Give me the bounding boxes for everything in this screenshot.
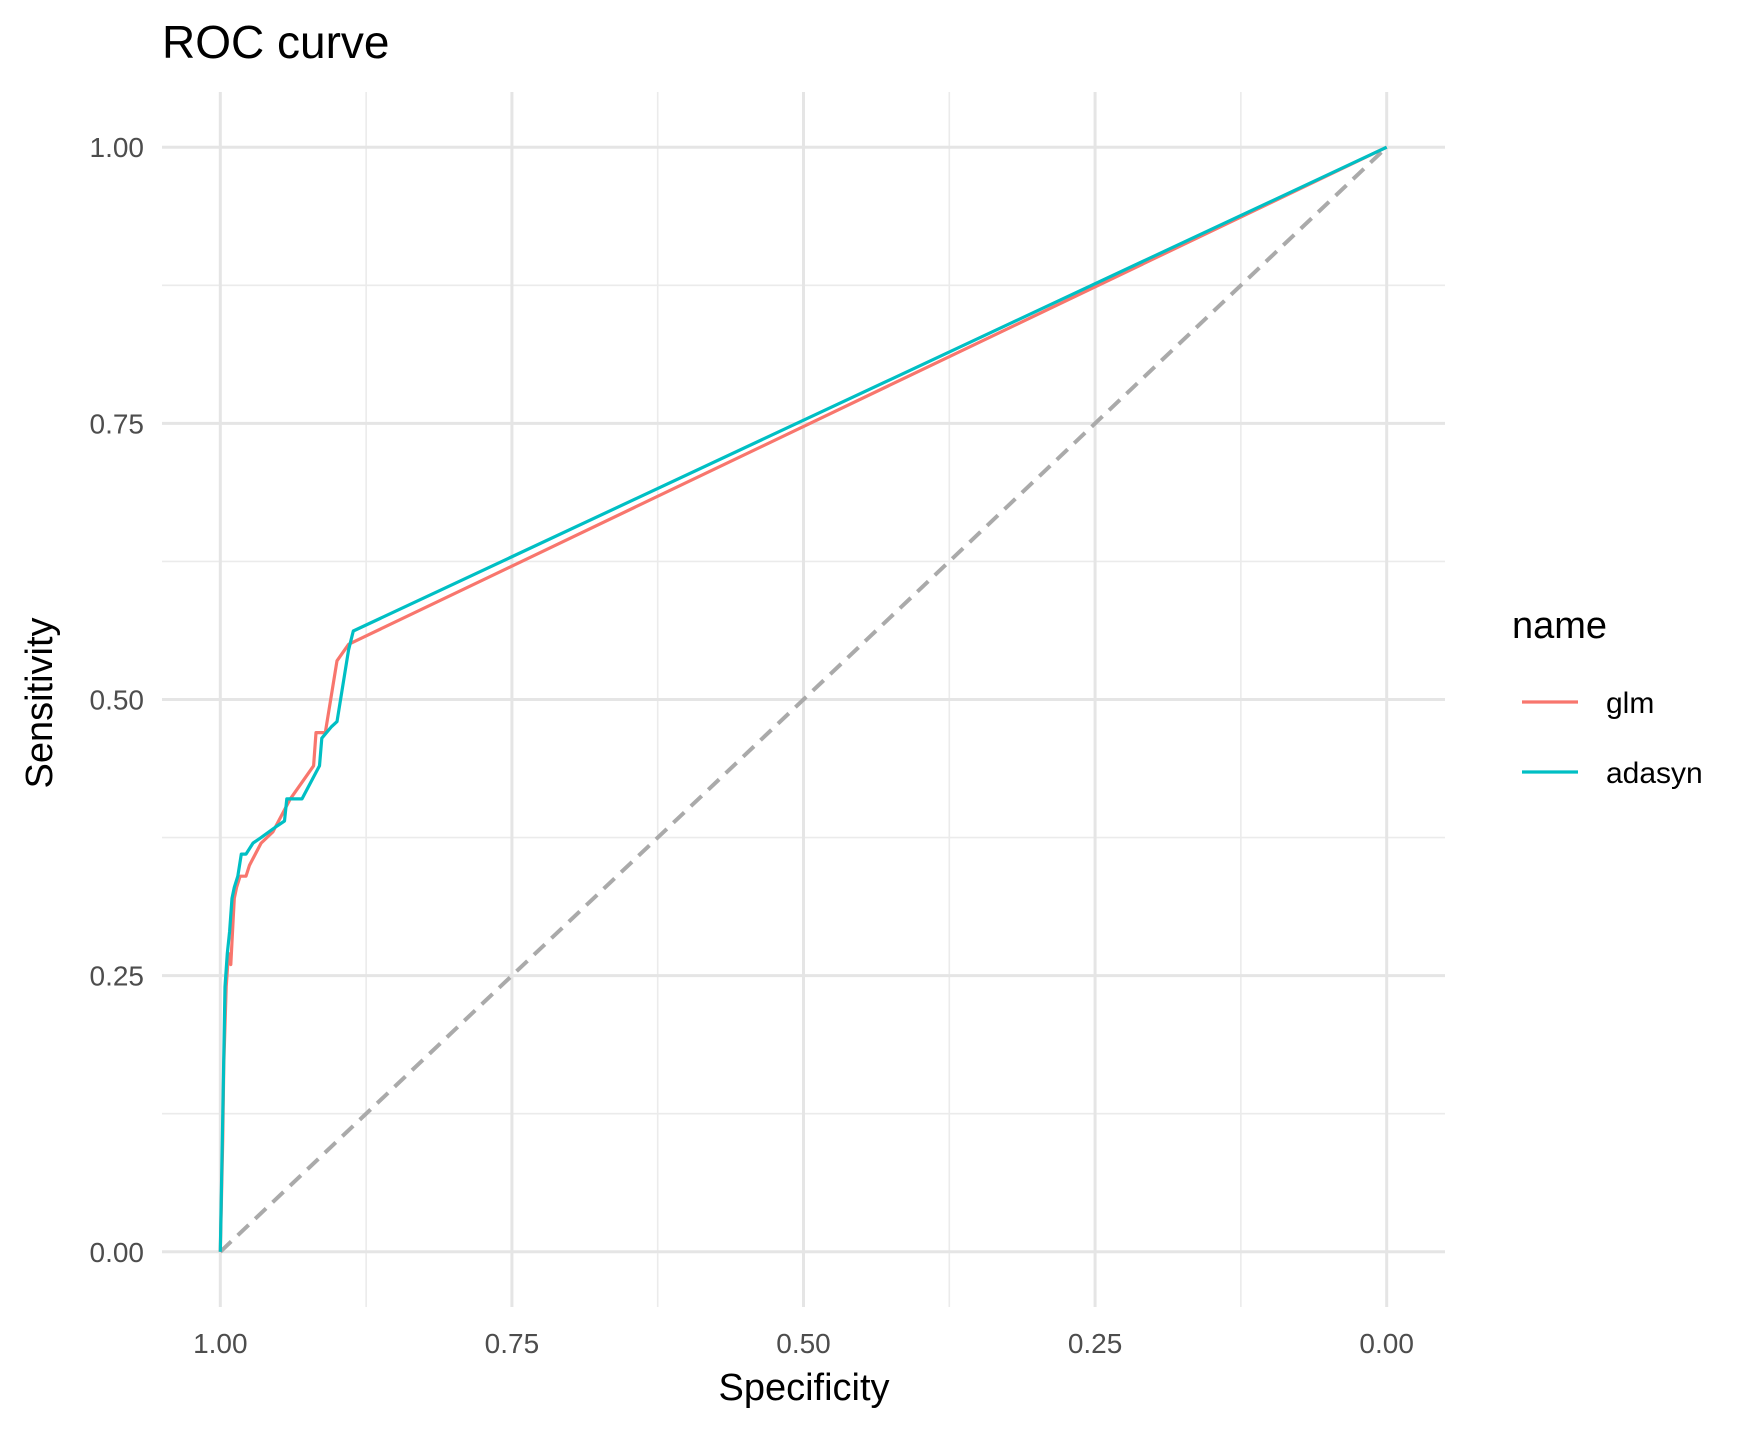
x-tick-label: 0.00	[1359, 1328, 1414, 1359]
reference-diagonal	[218, 145, 1389, 1254]
y-tick-label: 0.75	[90, 408, 145, 439]
legend-title: name	[1512, 605, 1607, 647]
series-line-adasyn	[218, 145, 1388, 1252]
series-lines	[218, 145, 1388, 1252]
x-tick-label: 0.50	[776, 1328, 831, 1359]
y-tick-label: 1.00	[90, 132, 145, 163]
y-tick-label: 0.25	[90, 961, 145, 992]
chart-title: ROC curve	[162, 16, 389, 68]
legend-label-glm: glm	[1606, 687, 1654, 720]
x-tick-label: 0.75	[485, 1328, 540, 1359]
y-tick-label: 0.50	[90, 685, 145, 716]
x-tick-label: 0.25	[1068, 1328, 1123, 1359]
grid-lines	[162, 92, 1445, 1307]
chance-line	[218, 145, 1389, 1254]
tick-labels: 1.00 0.75 0.50 0.25 0.00 0.00 0.25 0.50 0.75 1.00	[90, 132, 1414, 1359]
y-tick-label: 0.00	[90, 1237, 145, 1268]
legend-label-adasyn: adasyn	[1606, 757, 1703, 790]
x-axis-title: Specificity	[718, 1367, 889, 1409]
legend: name glm adasyn	[1512, 605, 1703, 790]
x-tick-label: 1.00	[193, 1328, 248, 1359]
y-axis-title: Sensitivity	[19, 617, 61, 788]
